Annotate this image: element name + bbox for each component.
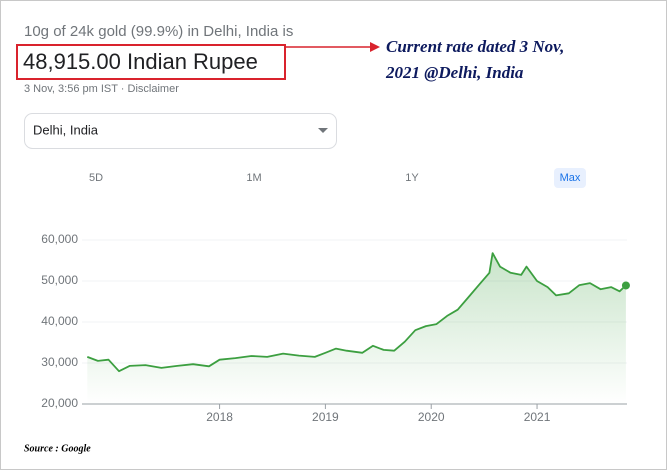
x-tick-label: 2018 xyxy=(206,410,233,424)
y-tick-label: 50,000 xyxy=(41,273,78,287)
price: 48,915.00 Indian Rupee xyxy=(23,49,258,74)
source: Source : Google xyxy=(24,443,91,454)
y-tick-label: 20,000 xyxy=(41,396,78,410)
range-tab[interactable]: 5D xyxy=(89,172,103,184)
range-tab[interactable]: Max xyxy=(560,172,581,184)
range-tab[interactable]: 1M xyxy=(246,172,261,184)
arrow-head xyxy=(370,42,380,52)
x-tick-label: 2019 xyxy=(312,410,339,424)
y-tick-label: 60,000 xyxy=(41,232,78,246)
range-tab-bg[interactable] xyxy=(554,168,586,188)
timestamp: 3 Nov, 3:56 pm IST · Disclaimer xyxy=(24,83,179,95)
highlight-box xyxy=(16,44,286,80)
title: 10g of 24k gold (99.9%) in Delhi, India … xyxy=(24,23,293,40)
y-tick-label: 40,000 xyxy=(41,314,78,328)
x-tick-label: 2020 xyxy=(418,410,445,424)
annotation: Current rate dated 3 Nov, xyxy=(386,37,564,56)
location-dropdown[interactable] xyxy=(24,113,337,149)
location: Delhi, India xyxy=(33,122,99,137)
latest-point xyxy=(621,281,630,290)
annotation: 2021 @Delhi, India xyxy=(385,63,524,82)
price-line xyxy=(86,252,627,373)
area xyxy=(87,253,626,404)
dropdown-caret xyxy=(318,128,328,133)
range-tab[interactable]: 1Y xyxy=(405,172,419,184)
x-tick-label: 2021 xyxy=(524,410,551,424)
y-tick-label: 30,000 xyxy=(41,355,78,369)
